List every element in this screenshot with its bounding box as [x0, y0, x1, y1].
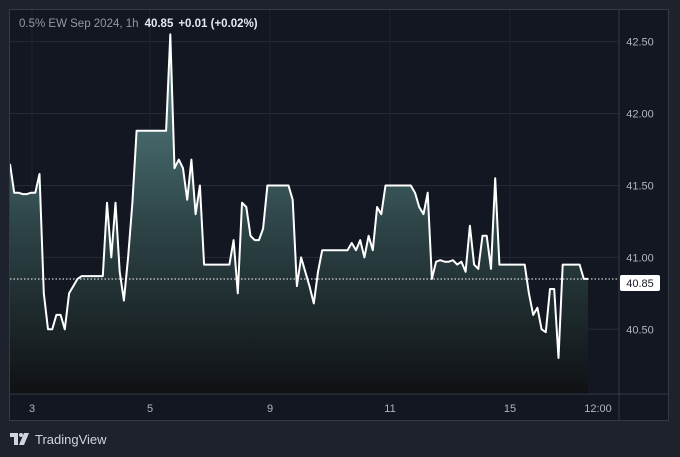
price-line [10, 33, 588, 359]
price-tick-label: 42.50 [626, 37, 654, 49]
legend-last-value: 40.85 [144, 18, 174, 30]
tradingview-brand[interactable]: TradingView [35, 431, 107, 447]
chart-panel[interactable]: 40.50 41.00 41.50 42.00 42.50 3 5 9 11 15 12:00 4… [9, 9, 669, 421]
price-tick-label: 41.00 [626, 252, 654, 264]
time-axis[interactable]: 3 5 9 11 15 12:00 [29, 403, 612, 415]
time-tick-label: 5 [147, 403, 153, 415]
last-price-label: 40.85 [626, 278, 654, 290]
chart-legend: 0.5% EW Sep 2024, 1h 40.85 +0.01 (+0.02%) [19, 18, 258, 30]
time-tick-label: 3 [29, 403, 35, 415]
price-tick-label: 40.50 [626, 324, 654, 336]
last-price-tag: 40.85 [620, 275, 660, 291]
price-tick-label: 42.00 [626, 109, 654, 121]
time-tick-label: 11 [384, 403, 395, 415]
legend-symbol: 0.5% EW Sep 2024, 1h [19, 18, 139, 30]
price-tick-label: 41.50 [626, 180, 654, 192]
legend-change: +0.01 (+0.02%) [178, 18, 258, 30]
price-area-fill [10, 34, 588, 395]
time-tick-label: 12:00 [584, 403, 612, 415]
price-axis[interactable]: 40.50 41.00 41.50 42.00 42.50 [626, 37, 654, 337]
footer: TradingView [10, 430, 107, 448]
time-tick-label: 9 [267, 403, 273, 415]
tradingview-logo-icon[interactable] [10, 433, 30, 445]
time-tick-label: 15 [504, 403, 516, 415]
price-chart[interactable]: 40.50 41.00 41.50 42.00 42.50 3 5 9 11 15 12:00 4… [10, 10, 668, 420]
